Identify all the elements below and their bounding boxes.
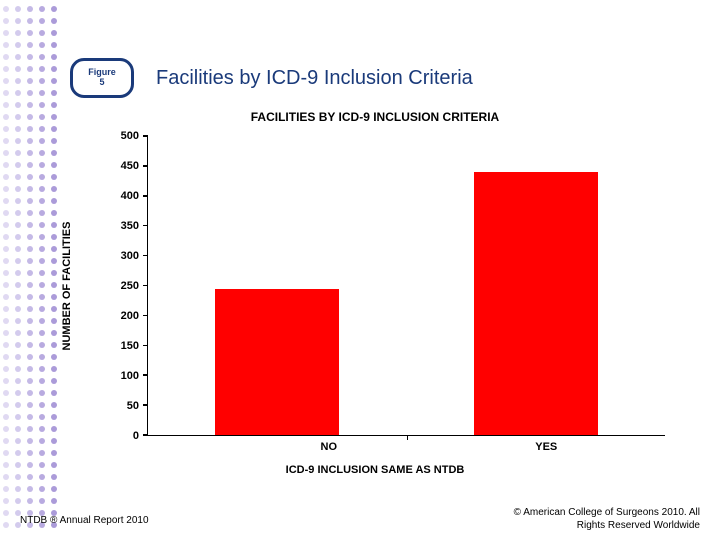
y-tick-mark [143,135,148,137]
chart-title: FACILITIES BY ICD-9 INCLUSION CRITERIA [75,110,675,124]
y-tick-mark [143,404,148,406]
y-tick-label: 500 [121,130,139,142]
y-tick-label: 250 [121,280,139,292]
x-tick-label: YES [535,441,557,453]
footer-right-line2: Rights Reserved Worldwide [514,519,700,532]
y-tick-label: 300 [121,250,139,262]
y-tick-mark [143,315,148,317]
plot-wrap: NUMBER OF FACILITIES 0501001502002503003… [75,136,675,436]
y-tick-label: 400 [121,190,139,202]
y-tick-mark [143,285,148,287]
footer-right-line1: © American College of Surgeons 2010. All [514,506,700,519]
y-tick-mark [143,225,148,227]
y-tick-label: 450 [121,160,139,172]
footer-left: NTDB ® Annual Report 2010 [20,515,149,526]
y-tick-mark [143,434,148,436]
bar [215,289,339,436]
y-tick-label: 50 [127,400,139,412]
bar [474,172,598,435]
chart: FACILITIES BY ICD-9 INCLUSION CRITERIA N… [75,110,675,480]
y-tick-label: 350 [121,220,139,232]
x-labels: NO YES [220,435,655,455]
y-axis-label: NUMBER OF FACILITIES [61,222,73,351]
x-tick-label: NO [321,441,338,453]
header: Figure 5 Facilities by ICD-9 Inclusion C… [70,58,690,98]
x-axis-label: ICD-9 INCLUSION SAME AS NTDB [75,464,675,476]
y-tick-label: 100 [121,370,139,382]
footer-right: © American College of Surgeons 2010. All… [514,506,700,532]
page-title: Facilities by ICD-9 Inclusion Criteria [156,67,473,90]
figure-badge-line2: 5 [99,78,104,88]
y-tick-mark [143,255,148,257]
plot-area: NOYES [147,136,665,436]
y-axis: 050100150200250300350400450500 [103,136,145,436]
y-tick-label: 200 [121,310,139,322]
y-tick-label: 150 [121,340,139,352]
figure-badge: Figure 5 [70,58,134,98]
decorative-dots [0,0,60,540]
y-tick-mark [143,195,148,197]
y-tick-mark [143,374,148,376]
y-tick-mark [143,345,148,347]
x-tick-mark [407,435,409,440]
y-tick-mark [143,165,148,167]
y-tick-label: 0 [133,430,139,442]
